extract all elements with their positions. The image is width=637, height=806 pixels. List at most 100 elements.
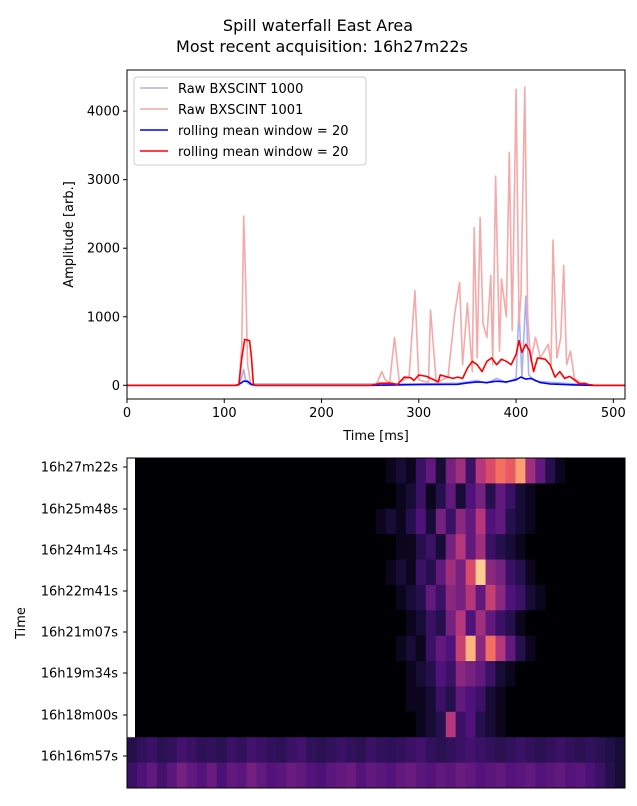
heatmap-cell [346, 610, 357, 637]
heatmap-cell [445, 610, 457, 637]
heatmap-cell [376, 711, 387, 738]
heatmap-cell [146, 508, 158, 535]
y-tick-label: 1000 [87, 310, 120, 325]
heatmap-cell [346, 686, 357, 713]
heatmap-cell [376, 737, 387, 764]
heatmap-cell [156, 483, 168, 510]
heatmap-cell [376, 508, 387, 535]
heatmap-cell [405, 737, 417, 764]
heatmap-cell [206, 711, 218, 738]
heatmap-cell [425, 584, 437, 611]
heatmap-cell [296, 635, 307, 662]
heatmap-cell [296, 458, 307, 484]
heatmap-cell [256, 584, 267, 611]
heatmap-cell [196, 762, 208, 789]
heatmap-cell [565, 711, 576, 738]
heatmap-cell [555, 661, 566, 687]
y-tick-label: 16h27m22s [41, 461, 119, 476]
heatmap-cell [535, 762, 546, 789]
heatmap-cell [535, 534, 546, 561]
heatmap-cell [415, 711, 427, 738]
heatmap-cell [216, 661, 228, 687]
heatmap-cell [366, 483, 377, 510]
heatmap-cell [455, 762, 467, 789]
heatmap-cell [535, 559, 546, 586]
heatmap-cell [515, 737, 526, 764]
heatmap-cell [176, 762, 188, 789]
heatmap-cell [525, 559, 536, 586]
heatmap-cell [316, 686, 327, 713]
heatmap-cell [555, 610, 566, 637]
heatmap-cell [585, 762, 596, 789]
heatmap-cell [226, 610, 238, 637]
heatmap-cell [276, 635, 287, 662]
heatmap-cell [176, 686, 188, 713]
heatmap-cell [316, 762, 327, 789]
heatmap-cell [525, 610, 536, 637]
heatmap-cell [575, 559, 586, 586]
heatmap-cell [395, 534, 407, 561]
x-tick-label: 500 [601, 406, 626, 421]
heatmap-cell [336, 686, 347, 713]
heatmap-cell [535, 711, 546, 738]
series-line-4 [127, 338, 625, 387]
heatmap-cell [485, 534, 497, 561]
heatmap-cell [415, 737, 427, 764]
heatmap-cell [395, 483, 407, 510]
heatmap-cell [336, 508, 347, 535]
heatmap-cell [445, 737, 457, 764]
heatmap-cell [535, 635, 546, 662]
heatmap-cell [475, 559, 487, 586]
heatmap-cell [136, 458, 148, 484]
heatmap-cell [535, 584, 546, 611]
heatmap-cell [615, 508, 626, 535]
heatmap-cell [206, 483, 218, 510]
heatmap-cell [415, 483, 427, 510]
heatmap-cell [266, 458, 277, 484]
heatmap-cell [505, 584, 516, 611]
legend-entry: Raw BXSCINT 1001 [178, 103, 303, 118]
heatmap-cell [525, 737, 536, 764]
heatmap-cell [296, 559, 307, 586]
heatmap-cell [135, 686, 138, 713]
heatmap-cell [465, 483, 477, 510]
heatmap-cell [356, 711, 367, 738]
heatmap-cell [135, 458, 138, 484]
heatmap-cell [435, 458, 447, 484]
heatmap-cell [326, 661, 337, 687]
heatmap-cell [146, 661, 158, 687]
heatmap-cell [465, 635, 477, 662]
heatmap-cell [336, 584, 347, 611]
heatmap-cell [505, 458, 516, 484]
heatmap-cell [236, 534, 248, 561]
heatmap-cell [306, 762, 317, 789]
heatmap-cell [196, 686, 208, 713]
heatmap-cell [485, 737, 497, 764]
heatmap-cell [266, 737, 277, 764]
heatmap-cell [146, 635, 158, 662]
heatmap-cell [286, 559, 297, 586]
heatmap-cell [256, 610, 267, 637]
heatmap-cell [316, 534, 327, 561]
heatmap-cell [555, 534, 566, 561]
heatmap-cell [196, 458, 208, 484]
heatmap-cell [445, 661, 457, 687]
heatmap-cell [575, 635, 586, 662]
heatmap-cell [395, 737, 407, 764]
heatmap-cell [276, 483, 287, 510]
heatmap-cell [326, 584, 337, 611]
heatmap-cell [356, 635, 367, 662]
heatmap-cell [176, 534, 188, 561]
heatmap-cell [176, 661, 188, 687]
heatmap-cell [485, 483, 497, 510]
heatmap-cell [465, 534, 477, 561]
heatmap-cell [286, 711, 297, 738]
heatmap-cell [505, 737, 516, 764]
heatmap-cell [276, 686, 287, 713]
heatmap-cell [135, 610, 138, 637]
heatmap-cell [565, 559, 576, 586]
heatmap-cell [425, 458, 437, 484]
heatmap-cell [306, 534, 317, 561]
heatmap-cell [445, 711, 457, 738]
heatmap-cell [435, 483, 447, 510]
